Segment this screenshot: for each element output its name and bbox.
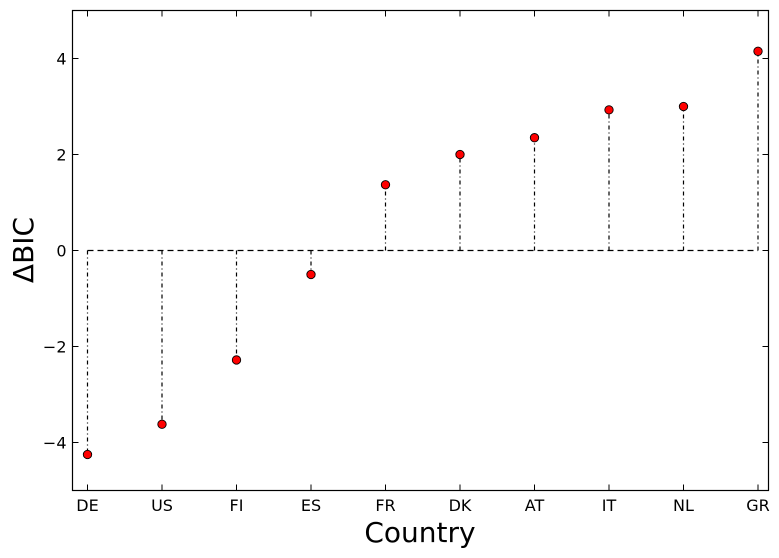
x-axis-title: Country — [364, 516, 475, 549]
x-tick-label: ES — [301, 496, 321, 515]
data-point — [157, 419, 167, 429]
y-axis: 4 2 0 −2 −4 — [43, 50, 769, 453]
x-tick-label: DK — [449, 496, 472, 515]
data-point — [380, 180, 391, 190]
data-markers — [82, 46, 763, 460]
y-tick-label: 0 — [56, 242, 66, 261]
y-tick-label: −4 — [43, 434, 67, 453]
x-tick-label: GR — [746, 496, 770, 515]
x-tick-label: DE — [76, 496, 98, 515]
data-point — [231, 355, 242, 365]
x-axis: DE US FI ES FR DK AT IT NL GR — [76, 10, 770, 515]
data-point — [678, 101, 689, 112]
data-point — [306, 269, 316, 280]
x-tick-label: US — [151, 496, 173, 515]
data-point — [455, 149, 465, 160]
data-point — [753, 46, 763, 56]
data-point — [82, 449, 93, 460]
x-tick-label: FR — [375, 496, 395, 515]
x-tick-label: NL — [673, 496, 694, 515]
y-tick-label: 4 — [56, 50, 66, 69]
x-tick-label: FI — [230, 496, 244, 515]
y-tick-label: 2 — [56, 146, 66, 165]
data-point — [529, 133, 540, 143]
data-point — [604, 105, 614, 115]
y-tick-label: −2 — [43, 338, 67, 357]
stem-lines — [86, 51, 759, 455]
y-axis-title: ΔBIC — [7, 217, 40, 283]
x-tick-label: IT — [602, 496, 617, 515]
x-tick-label: AT — [525, 496, 545, 515]
